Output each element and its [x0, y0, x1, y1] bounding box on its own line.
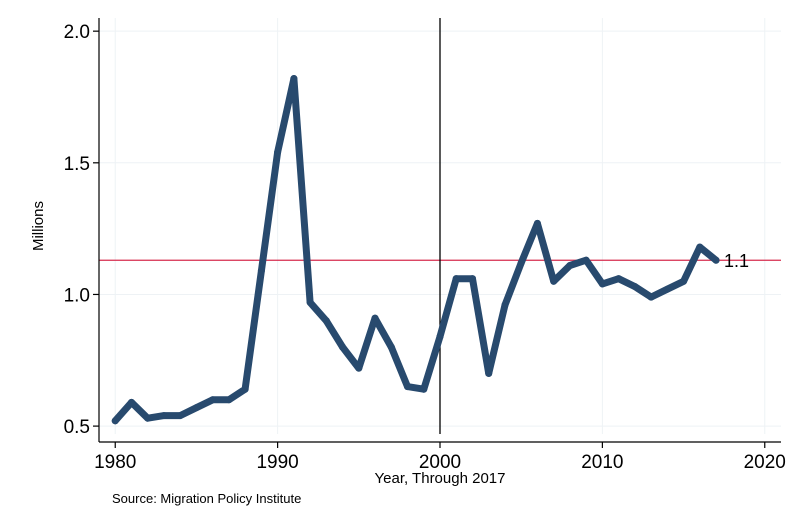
data-point-2005	[517, 259, 525, 267]
data-point-1986	[209, 396, 217, 404]
x-axis-title: Year, Through 2017	[375, 470, 506, 487]
y-tick-label-3: 2.0	[64, 22, 90, 43]
x-tick-label-3: 2010	[581, 452, 623, 473]
data-point-1983	[160, 412, 168, 420]
y-tick-label-0: 0.5	[64, 417, 90, 438]
data-point-2001	[452, 275, 460, 283]
x-tick-label-2: 2000	[419, 452, 461, 473]
data-point-2002	[468, 275, 476, 283]
data-point-1987	[225, 396, 233, 404]
series-end-label: 1.1	[724, 251, 749, 271]
data-point-1994	[339, 343, 347, 351]
data-point-2006	[533, 219, 541, 227]
data-point-1988	[241, 385, 249, 393]
data-point-2004	[501, 301, 509, 309]
data-point-2009	[582, 256, 590, 264]
data-point-2010	[598, 280, 606, 288]
series-layer	[111, 75, 720, 425]
data-point-1999	[420, 385, 428, 393]
data-point-2015	[680, 277, 688, 285]
data-point-1989	[257, 267, 265, 275]
reference-lines	[99, 18, 781, 434]
data-point-2003	[485, 369, 493, 377]
data-point-1997	[387, 343, 395, 351]
data-point-1998	[404, 383, 412, 391]
data-point-1993	[322, 317, 330, 325]
data-point-1991	[290, 75, 298, 83]
data-point-1996	[371, 314, 379, 322]
x-tick-label-0: 1980	[94, 452, 136, 473]
y-axis-title: Millions	[30, 201, 47, 251]
data-point-2000	[436, 333, 444, 341]
data-point-1982	[144, 414, 152, 422]
y-tick-label-2: 1.5	[64, 154, 90, 175]
data-point-1984	[176, 412, 184, 420]
data-point-1995	[355, 364, 363, 372]
data-point-2016	[696, 243, 704, 251]
data-point-1980	[111, 417, 119, 425]
source-note: Source: Migration Policy Institute	[112, 491, 301, 506]
data-point-2012	[631, 283, 639, 291]
data-point-1985	[192, 404, 200, 412]
data-point-2013	[647, 293, 655, 301]
x-tick-label-4: 2020	[744, 452, 786, 473]
data-point-2014	[663, 285, 671, 293]
x-tick-label-1: 1990	[256, 452, 298, 473]
data-point-2011	[615, 275, 623, 283]
data-point-2017	[712, 256, 720, 264]
y-tick-label-1: 1.0	[64, 285, 90, 306]
data-point-2007	[550, 277, 558, 285]
data-point-2008	[566, 261, 574, 269]
ticks: 0.5 1.0 1.5 2.0 1980 1990 2000 2010 2020	[64, 22, 786, 473]
labels: Year, Through 2017 Millions 1.1 Source: …	[30, 201, 749, 506]
data-point-1992	[306, 298, 314, 306]
data-point-1981	[127, 398, 135, 406]
data-point-1990	[274, 148, 282, 156]
